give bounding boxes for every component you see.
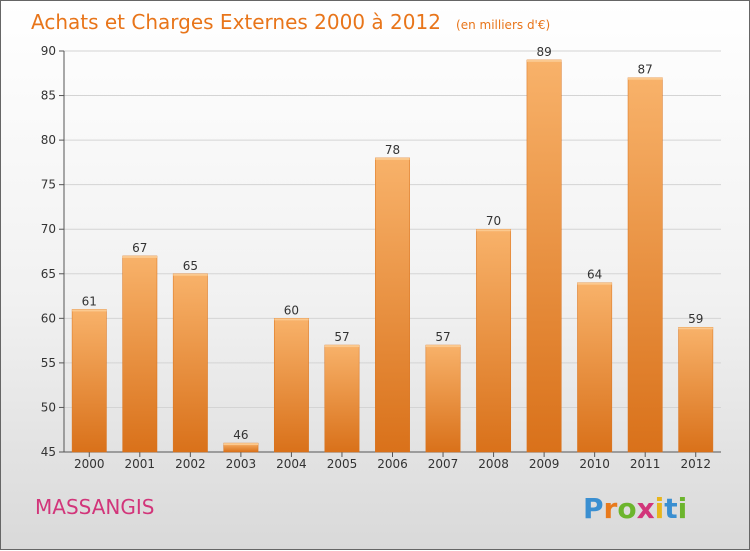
x-tick-label: 2009 bbox=[529, 457, 560, 471]
logo-letter: t bbox=[664, 492, 677, 525]
bar-highlight bbox=[678, 327, 713, 330]
bar-highlight bbox=[122, 255, 157, 258]
bar-2004 bbox=[273, 318, 309, 453]
bar-highlight bbox=[628, 77, 663, 80]
bar-highlight bbox=[375, 157, 410, 160]
bar-2009 bbox=[526, 59, 562, 453]
x-tick-label: 2001 bbox=[125, 457, 156, 471]
value-label: 60 bbox=[284, 303, 299, 317]
chart-unit: (en milliers d'€) bbox=[456, 18, 550, 32]
value-label: 65 bbox=[183, 259, 198, 273]
value-label: 59 bbox=[688, 312, 703, 326]
y-tick-label: 55 bbox=[41, 356, 56, 370]
y-tick-label: 90 bbox=[41, 44, 56, 58]
bar-2008 bbox=[476, 228, 512, 453]
bar-highlight bbox=[476, 229, 511, 232]
bar-highlight bbox=[577, 282, 612, 285]
y-tick-label: 80 bbox=[41, 133, 56, 147]
bars bbox=[71, 59, 714, 453]
x-tick-label: 2011 bbox=[630, 457, 661, 471]
value-label: 89 bbox=[536, 45, 551, 59]
y-tick-label: 85 bbox=[41, 89, 56, 103]
logo-letter: i bbox=[678, 492, 688, 525]
value-label: 87 bbox=[638, 63, 653, 77]
proxiti-logo: Proxiti bbox=[583, 492, 687, 525]
value-label: 61 bbox=[82, 294, 97, 308]
bar-highlight bbox=[223, 443, 259, 446]
value-label: 57 bbox=[435, 330, 450, 344]
logo-letter: i bbox=[655, 492, 665, 525]
logo-letter: x bbox=[637, 492, 655, 525]
svg-text:Achats et Charges Externes 200: Achats et Charges Externes 2000 à 2012 (… bbox=[31, 10, 550, 34]
logo-letter: r bbox=[604, 492, 618, 525]
x-tick-label: 2004 bbox=[276, 457, 307, 471]
value-labels: 61 67 65 46 60 57 78 57 70 89 64 87 59 bbox=[82, 45, 704, 442]
bar-highlight bbox=[72, 309, 107, 312]
y-tick-label: 75 bbox=[41, 178, 56, 192]
x-tick-label: 2010 bbox=[579, 457, 610, 471]
bar-highlight bbox=[526, 59, 562, 62]
value-label: 70 bbox=[486, 214, 501, 228]
bar-2012 bbox=[678, 326, 714, 453]
x-tick-label: 2002 bbox=[175, 457, 206, 471]
x-tick-label: 2000 bbox=[74, 457, 105, 471]
value-label: 46 bbox=[233, 428, 248, 442]
y-tick-label: 65 bbox=[41, 267, 56, 281]
value-label: 57 bbox=[334, 330, 349, 344]
y-tick-label: 45 bbox=[41, 445, 56, 459]
bar-highlight bbox=[324, 345, 360, 348]
logo-letter: P bbox=[583, 492, 604, 525]
y-tick-labels: 45 50 55 60 65 70 75 80 85 90 bbox=[41, 44, 56, 459]
bar-highlight bbox=[425, 345, 461, 348]
x-tick-label: 2003 bbox=[226, 457, 257, 471]
bar-2002 bbox=[172, 273, 208, 453]
x-tick-label: 2007 bbox=[428, 457, 459, 471]
bar-highlight bbox=[274, 318, 309, 321]
bar-highlight bbox=[173, 273, 208, 276]
x-tick-label: 2006 bbox=[377, 457, 408, 471]
bar-2007 bbox=[425, 344, 461, 453]
y-tick-label: 60 bbox=[41, 311, 56, 325]
x-tick-label: 2008 bbox=[478, 457, 509, 471]
value-label: 64 bbox=[587, 268, 602, 282]
bar-2001 bbox=[122, 255, 158, 453]
x-tick-labels: 2000 2001 2002 2003 2004 2005 2006 2007 2008 2009… bbox=[74, 457, 711, 471]
value-label: 67 bbox=[132, 241, 147, 255]
x-tick-label: 2012 bbox=[680, 457, 711, 471]
bar-2006 bbox=[375, 157, 410, 453]
bar-2005 bbox=[324, 344, 360, 453]
bar-2010 bbox=[577, 282, 613, 453]
y-tick-label: 50 bbox=[41, 400, 56, 414]
x-tick-label: 2005 bbox=[327, 457, 358, 471]
y-tick-label: 70 bbox=[41, 222, 56, 236]
commune-name: MASSANGIS bbox=[35, 495, 154, 519]
bar-2011 bbox=[627, 77, 663, 453]
logo-letter: o bbox=[617, 492, 636, 525]
chart-title: Achats et Charges Externes 2000 à 2012 bbox=[31, 10, 441, 34]
bar-2000 bbox=[71, 309, 107, 453]
value-label: 78 bbox=[385, 143, 400, 157]
